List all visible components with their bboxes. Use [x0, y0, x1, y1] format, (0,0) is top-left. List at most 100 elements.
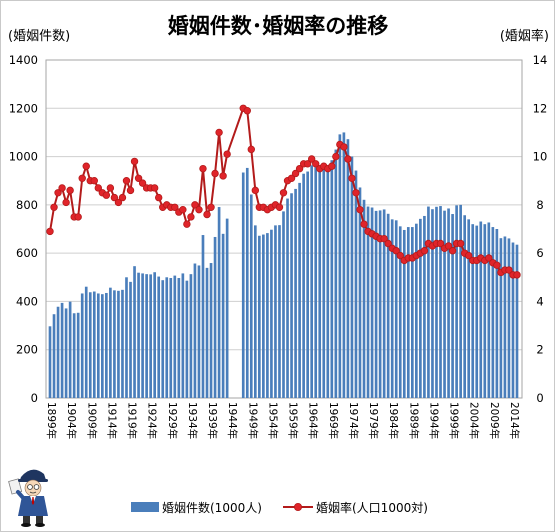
- left-axis-tick-label: 200: [16, 343, 38, 357]
- bar-1926: [157, 276, 161, 398]
- rate-point-1970: [332, 152, 340, 161]
- bar-1935: [193, 263, 197, 398]
- rate-point-1992: [420, 247, 429, 255]
- x-axis-tick-label: 1994年: [427, 402, 440, 439]
- bar-1986: [398, 226, 402, 398]
- x-axis-tick-label: 1944年: [226, 402, 239, 439]
- bar-1953: [266, 233, 269, 398]
- x-axis-tick-label: 1909年: [85, 402, 98, 439]
- bar-1904: [68, 301, 72, 398]
- bar-1965: [314, 167, 318, 398]
- rate-point-1965: [312, 160, 320, 168]
- rate-point-1999: [448, 247, 457, 255]
- rate-point-1919: [126, 186, 135, 195]
- bar-1990: [415, 223, 418, 398]
- rate-point-2013: [505, 266, 513, 274]
- rate-point-1911: [94, 184, 103, 192]
- rate-point-1996: [436, 239, 445, 248]
- x-axis-tick-label: 1934年: [186, 402, 199, 439]
- x-axis-tick-label: 1979年: [367, 402, 380, 439]
- bar-1989: [411, 227, 414, 398]
- bar-1988: [406, 227, 410, 398]
- bar-1980: [374, 210, 378, 398]
- rate-point-1975: [352, 189, 360, 197]
- bar-1971: [338, 134, 342, 399]
- rate-point-1972: [340, 143, 348, 151]
- rate-point-2008: [485, 254, 493, 262]
- bar-1970: [334, 149, 338, 398]
- legend-label-marriage-count: 婚姻件数(1000人): [162, 500, 262, 515]
- bar-2014: [511, 242, 515, 398]
- rate-point-1907: [78, 174, 86, 182]
- x-axis-tick-label: 2014年: [508, 402, 521, 439]
- rate-point-1901: [54, 189, 62, 197]
- bar-1908: [84, 286, 88, 398]
- bar-1968: [326, 166, 330, 398]
- right-axis-tick-label: 0: [536, 391, 543, 405]
- bar-1923: [145, 274, 148, 398]
- bar-1928: [165, 277, 169, 398]
- bar-1987: [402, 229, 406, 398]
- bar-1899: [48, 326, 52, 398]
- bar-1952: [262, 234, 265, 398]
- bar-1932: [181, 273, 185, 398]
- bar-1974: [350, 156, 354, 398]
- rate-point-1900: [50, 203, 58, 211]
- rate-point-1916: [114, 198, 123, 207]
- rate-point-1902: [58, 184, 66, 192]
- rate-point-1959: [287, 174, 296, 182]
- bar-1907: [80, 293, 84, 398]
- bar-1929: [169, 278, 173, 398]
- bar-1916: [117, 290, 120, 398]
- bar-1995: [435, 206, 438, 398]
- bar-1966: [318, 171, 322, 398]
- rate-point-1918: [122, 177, 131, 185]
- bar-1962: [302, 173, 305, 398]
- bar-2004: [471, 224, 475, 398]
- bar-1937: [201, 235, 205, 398]
- rate-point-1930: [171, 203, 179, 211]
- mascot-shoe-right: [35, 523, 45, 527]
- x-axis-tick-label: 1924年: [146, 402, 159, 439]
- x-axis-tick-label: 1929年: [166, 402, 179, 439]
- bar-2000: [455, 205, 458, 398]
- bar-1918: [125, 277, 128, 398]
- rate-point-1977: [360, 220, 368, 228]
- bar-1917: [121, 289, 124, 398]
- x-axis-tick-label: 1959年: [287, 402, 300, 439]
- x-axis-tick-labels: 1899年 1904年 1909年 1914年 1919年 1924年 1929年 1934年…: [45, 402, 521, 439]
- bar-2005: [475, 225, 479, 398]
- bar-1963: [306, 171, 309, 398]
- bar-2015: [515, 244, 519, 398]
- marriage-count-bars: [48, 132, 519, 399]
- rate-point-1938: [203, 210, 211, 219]
- bar-1922: [141, 273, 144, 398]
- rate-point-1926: [154, 193, 163, 202]
- bar-1943: [225, 218, 229, 398]
- bar-2003: [467, 219, 471, 398]
- rate-point-1961: [295, 164, 304, 173]
- bar-1997: [443, 210, 446, 398]
- x-axis-tick-label: 1919年: [126, 402, 139, 439]
- bar-1911: [96, 293, 100, 398]
- bar-1996: [439, 206, 442, 398]
- legend: 婚姻件数(1000人) 婚姻率(人口1000対): [131, 500, 428, 515]
- mascot-glasses-left: [27, 484, 33, 490]
- rate-point-1904: [66, 186, 74, 195]
- bar-1994: [431, 209, 434, 398]
- bar-1905: [72, 313, 76, 398]
- bar-1906: [76, 312, 80, 398]
- rate-point-1921: [134, 174, 143, 182]
- bar-1948: [245, 167, 249, 398]
- rate-point-1942: [219, 172, 227, 180]
- x-axis-tick-label: 1989年: [407, 402, 420, 439]
- right-axis-tick-label: 10: [533, 150, 548, 164]
- mascot-glasses-right: [33, 484, 40, 490]
- rate-point-1939: [207, 203, 215, 211]
- rate-point-1964: [307, 155, 316, 163]
- bar-1954: [270, 229, 273, 398]
- bar-1961: [298, 182, 301, 398]
- right-axis-tick-label: 12: [533, 101, 548, 115]
- rate-point-1973: [344, 155, 352, 163]
